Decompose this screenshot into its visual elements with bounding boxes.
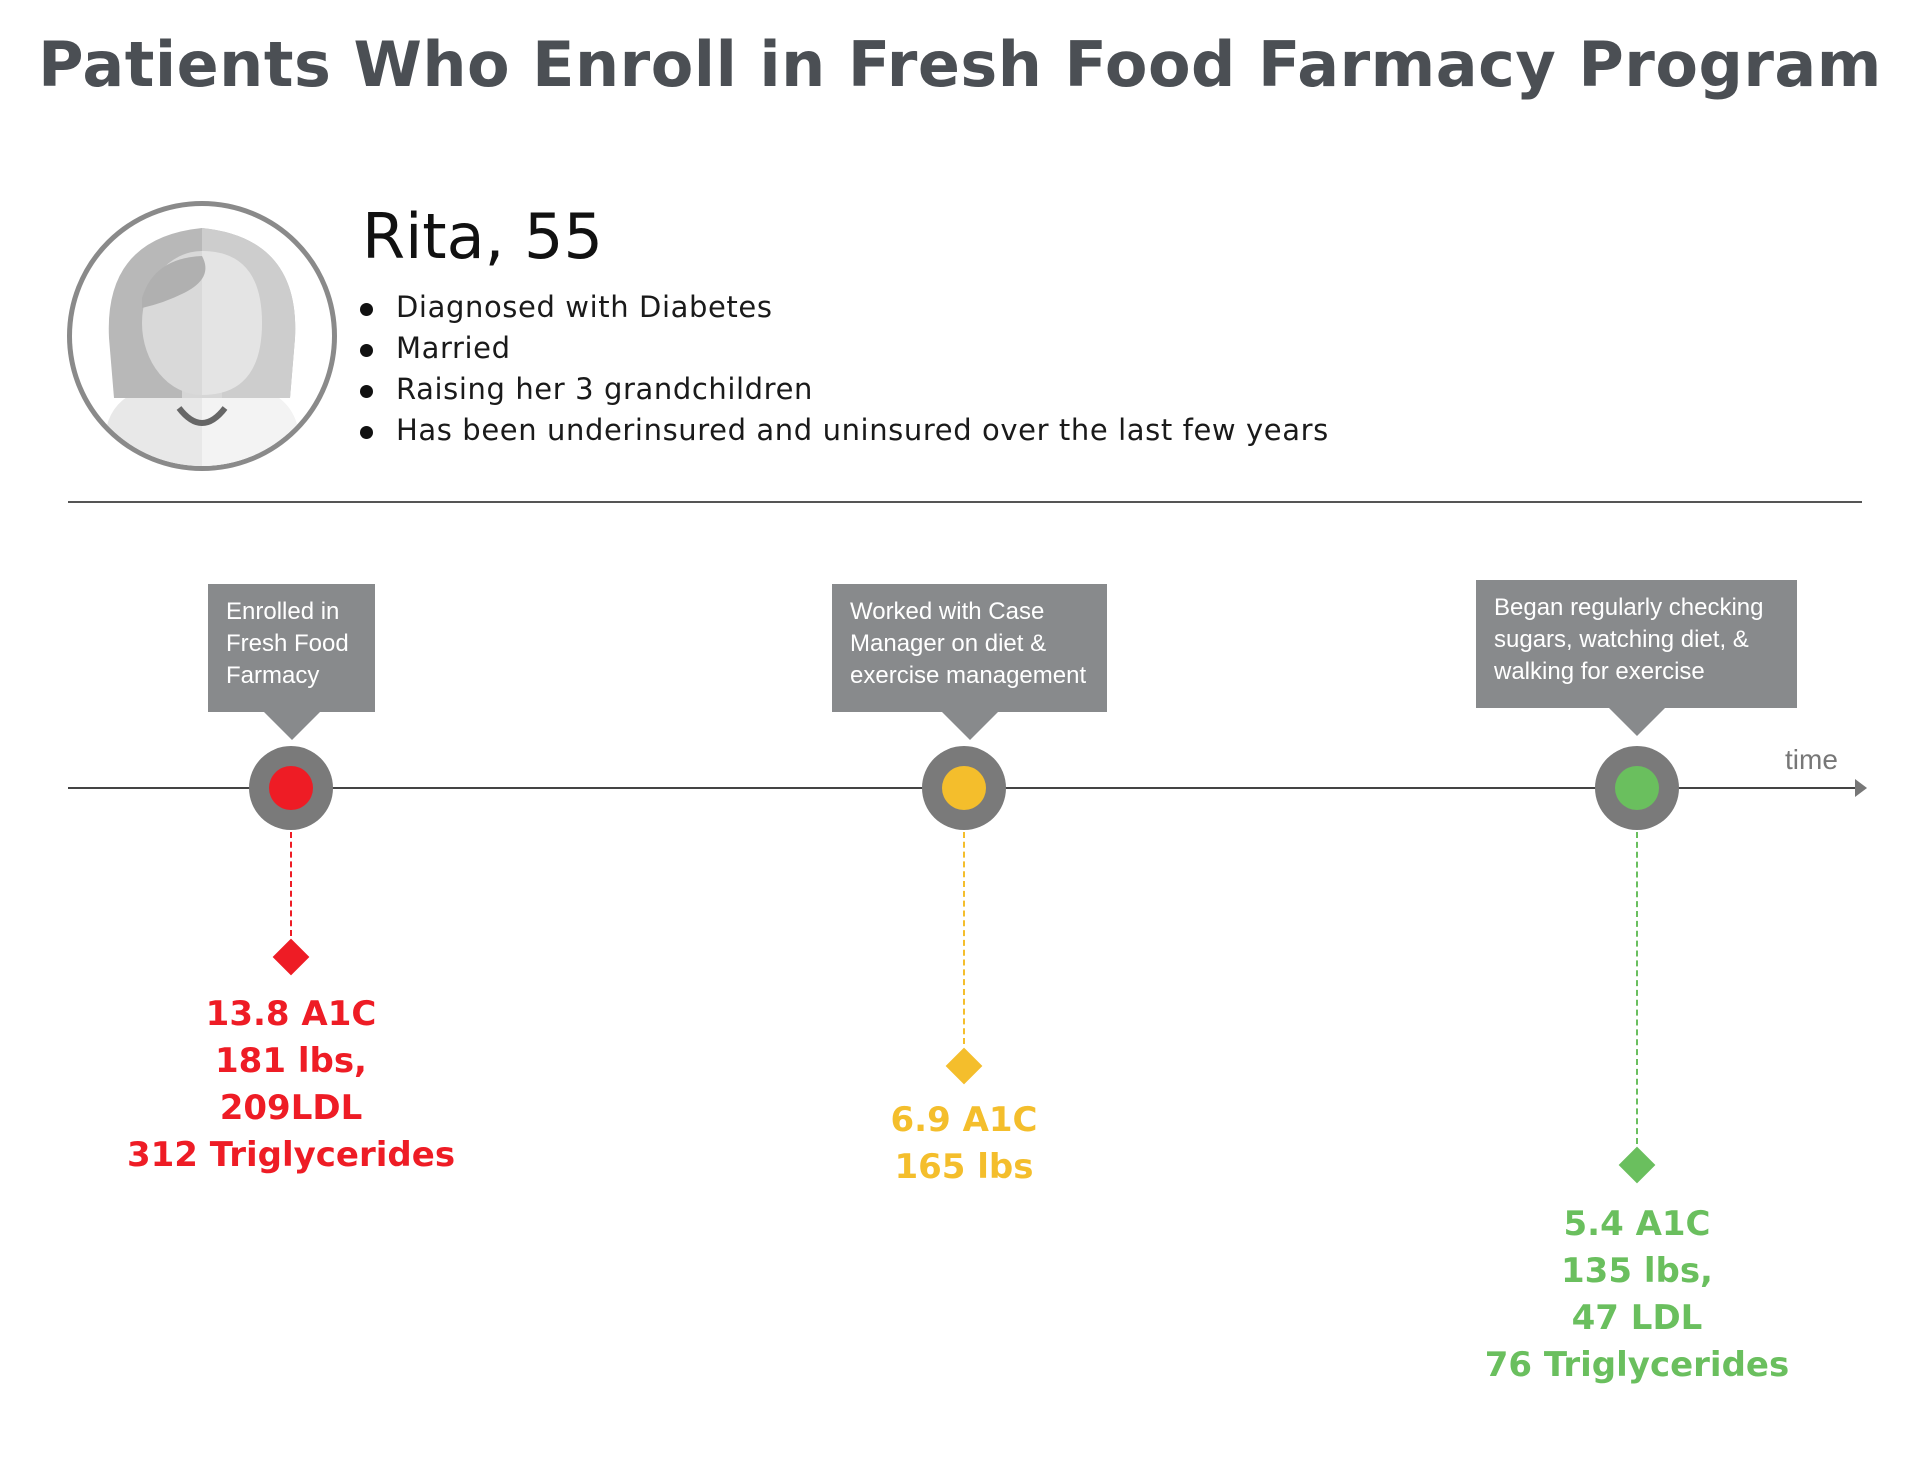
dashed-connector — [1636, 832, 1638, 1144]
timeline-node-1 — [249, 746, 333, 830]
event-callout-3: Began regularly checking sugars, watchin… — [1476, 580, 1797, 736]
patient-name: Rita, 55 — [362, 200, 603, 273]
callout-line: Fresh Food — [226, 630, 349, 657]
event-callout-2: Worked with Case Manager on diet & exerc… — [832, 584, 1107, 740]
metric-line: 6.9 A1C — [890, 1100, 1038, 1140]
dashed-connector — [290, 832, 292, 936]
fact-item: Has been underinsured and uninsured over… — [360, 410, 1329, 451]
metric-line: 13.8 A1C — [205, 994, 377, 1034]
fact-item: Diagnosed with Diabetes — [360, 287, 1329, 328]
metric-line: 209LDL — [219, 1088, 363, 1128]
arrow-right-icon — [1855, 779, 1867, 797]
patient-facts-list: Diagnosed with Diabetes Married Raising … — [360, 287, 1329, 451]
callout-line: exercise management — [850, 662, 1087, 689]
callout-line: Began regularly checking — [1494, 594, 1764, 621]
callout-line: Worked with Case — [850, 598, 1045, 625]
status-dot-red — [269, 766, 313, 810]
woman-avatar-icon — [67, 201, 337, 471]
metric-line: 76 Triglycerides — [1484, 1345, 1790, 1385]
callout-line: Manager on diet & — [850, 630, 1047, 657]
callout-line: Farmacy — [226, 662, 320, 689]
event-metrics-1: 13.8 A1C 181 lbs, 209LDL 312 Triglycerid… — [61, 991, 521, 1179]
diamond-marker-icon — [945, 1047, 983, 1085]
metric-line: 5.4 A1C — [1563, 1204, 1711, 1244]
diamond-marker-icon — [1618, 1146, 1656, 1184]
event-metrics-2: 6.9 A1C 165 lbs — [734, 1097, 1194, 1191]
fact-item: Raising her 3 grandchildren — [360, 369, 1329, 410]
dashed-connector — [963, 832, 965, 1044]
event-callout-1: Enrolled in Fresh Food Farmacy — [208, 584, 375, 740]
axis-label: time — [1785, 744, 1838, 775]
callout-line: walking for exercise — [1494, 658, 1705, 685]
fact-item: Married — [360, 328, 1329, 369]
callout-line: sugars, watching diet, & — [1494, 626, 1749, 653]
section-divider — [68, 501, 1862, 503]
metric-line: 47 LDL — [1571, 1298, 1703, 1338]
status-dot-green — [1615, 766, 1659, 810]
callout-line: Enrolled in — [226, 598, 340, 625]
metric-line: 181 lbs, — [215, 1041, 367, 1081]
diamond-marker-icon — [272, 938, 310, 976]
event-metrics-3: 5.4 A1C 135 lbs, 47 LDL 76 Triglycerides — [1407, 1201, 1867, 1389]
timeline-node-2 — [922, 746, 1006, 830]
metric-line: 312 Triglycerides — [126, 1135, 456, 1175]
status-dot-yellow — [942, 766, 986, 810]
metric-line: 135 lbs, — [1561, 1251, 1713, 1291]
metric-line: 165 lbs — [894, 1147, 1034, 1187]
page-title: Patients Who Enroll in Fresh Food Farmac… — [38, 28, 1882, 101]
timeline-node-3 — [1595, 746, 1679, 830]
